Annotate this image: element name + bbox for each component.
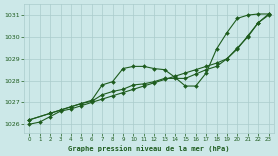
X-axis label: Graphe pression niveau de la mer (hPa): Graphe pression niveau de la mer (hPa) [68, 145, 230, 152]
